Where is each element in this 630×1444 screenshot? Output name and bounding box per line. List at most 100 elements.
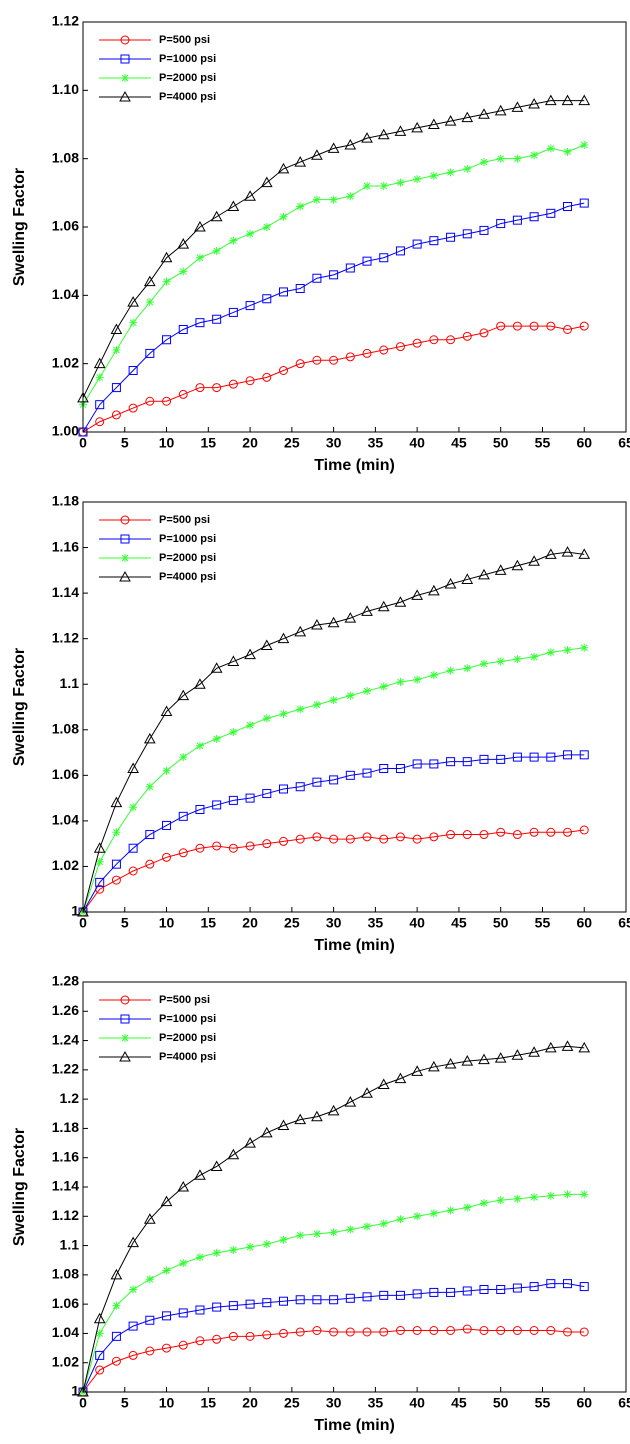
marker xyxy=(229,1245,238,1254)
marker xyxy=(228,307,238,317)
marker xyxy=(120,35,130,45)
marker xyxy=(344,138,357,150)
marker xyxy=(561,1040,574,1051)
marker xyxy=(512,752,522,762)
marker xyxy=(579,1327,589,1337)
marker xyxy=(128,866,138,876)
series-line xyxy=(82,754,585,913)
marker xyxy=(395,1290,405,1300)
marker xyxy=(227,200,240,211)
marker xyxy=(463,1203,472,1212)
marker xyxy=(379,834,389,844)
marker xyxy=(212,246,221,255)
y-tick-label: 1.28 xyxy=(52,973,79,989)
marker xyxy=(260,1126,273,1138)
marker xyxy=(530,1193,539,1202)
marker xyxy=(362,256,372,266)
marker xyxy=(229,236,238,245)
marker xyxy=(244,1137,256,1148)
marker xyxy=(345,770,355,780)
y-tick-label: 1.16 xyxy=(52,1148,79,1164)
x-tick-label: 60 xyxy=(576,435,592,451)
marker xyxy=(363,687,372,696)
y-tick-label: 1.26 xyxy=(52,1002,79,1018)
marker xyxy=(579,1282,589,1292)
x-tick-label: 20 xyxy=(242,435,258,451)
y-axis-label: Swelling Factor xyxy=(11,168,28,286)
marker xyxy=(162,335,172,345)
marker xyxy=(210,210,223,222)
marker xyxy=(160,251,173,263)
marker xyxy=(479,225,489,235)
x-tick-label: 60 xyxy=(576,915,592,931)
marker xyxy=(429,171,438,180)
marker xyxy=(120,515,130,525)
marker xyxy=(229,728,238,737)
x-axis-label: Time (min) xyxy=(314,937,395,954)
y-tick-label: 1.04 xyxy=(52,286,79,302)
marker xyxy=(394,1072,407,1084)
marker xyxy=(212,1334,222,1344)
marker xyxy=(513,154,522,163)
x-tick-label: 45 xyxy=(451,435,467,451)
marker xyxy=(563,646,572,655)
marker xyxy=(95,417,105,427)
y-tick-label: 1.18 xyxy=(52,493,79,509)
marker xyxy=(295,284,305,293)
marker xyxy=(528,555,540,566)
marker xyxy=(362,768,372,778)
marker xyxy=(563,147,572,156)
marker xyxy=(162,1311,172,1321)
series-line xyxy=(82,1328,585,1393)
marker xyxy=(228,795,238,805)
marker xyxy=(546,827,556,837)
marker xyxy=(245,301,255,311)
marker xyxy=(413,1212,422,1221)
marker xyxy=(278,784,288,794)
marker xyxy=(363,182,372,190)
marker xyxy=(546,1326,556,1335)
marker xyxy=(160,705,173,717)
marker xyxy=(395,764,405,773)
marker xyxy=(396,1215,405,1224)
marker xyxy=(246,721,255,730)
marker xyxy=(413,175,422,184)
marker xyxy=(546,144,555,153)
marker xyxy=(112,828,121,837)
marker xyxy=(178,1308,188,1318)
marker xyxy=(429,832,439,842)
legend-label: P=4000 psi xyxy=(159,91,216,103)
marker xyxy=(462,331,472,341)
marker xyxy=(462,1286,472,1296)
marker xyxy=(245,1331,255,1341)
y-tick-label: 1.08 xyxy=(52,149,79,165)
y-tick-label: 1.14 xyxy=(52,1178,79,1194)
marker xyxy=(563,325,573,334)
marker xyxy=(162,1266,171,1275)
marker xyxy=(411,121,424,133)
marker xyxy=(513,655,522,664)
marker xyxy=(128,1321,138,1331)
marker xyxy=(494,1052,507,1063)
legend-box xyxy=(89,988,249,1072)
marker xyxy=(446,830,456,840)
marker xyxy=(494,564,507,575)
marker xyxy=(162,277,171,286)
marker xyxy=(512,1283,522,1293)
marker xyxy=(311,149,323,160)
marker xyxy=(111,410,121,420)
marker xyxy=(128,403,138,413)
marker xyxy=(496,657,505,666)
marker xyxy=(429,335,439,345)
marker xyxy=(295,1295,305,1305)
marker xyxy=(296,202,305,211)
marker xyxy=(346,691,355,700)
marker xyxy=(295,359,305,369)
x-tick-label: 20 xyxy=(242,915,258,931)
x-tick-label: 55 xyxy=(535,435,551,451)
x-tick-label: 0 xyxy=(79,915,87,931)
marker xyxy=(395,342,405,352)
marker xyxy=(446,1326,456,1335)
marker xyxy=(145,1346,155,1356)
marker xyxy=(246,1243,255,1252)
